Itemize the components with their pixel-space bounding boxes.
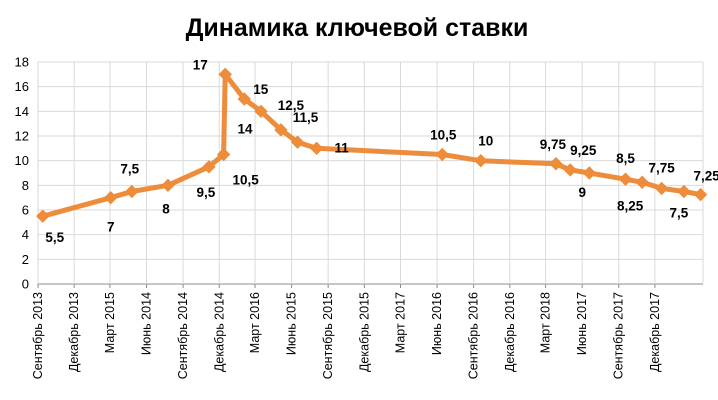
data-label: 11,5	[293, 110, 319, 125]
y-tick-label: 0	[22, 277, 29, 292]
data-label: 5,5	[45, 230, 64, 245]
data-point-marker	[618, 172, 633, 186]
y-tick-label: 14	[15, 104, 29, 119]
data-point-marker	[237, 92, 252, 106]
data-label: 8	[162, 201, 170, 216]
y-tick-label: 10	[15, 153, 29, 168]
data-point-marker	[202, 160, 216, 174]
y-tick-label: 6	[22, 203, 29, 218]
data-point-marker	[218, 67, 232, 82]
data-label: 7	[107, 220, 115, 235]
series-line	[40, 71, 704, 219]
y-tick-label: 16	[15, 79, 29, 94]
data-point-marker	[654, 181, 669, 196]
data-labels: 5,5 7 7,5 8 9,5 10,5 17 15 14 12,511,5 11 10,5 10 9,7…	[45, 57, 718, 245]
x-tick-label: Сентябрь 2014	[176, 292, 190, 379]
data-label: 8,5	[616, 151, 635, 166]
data-point-marker	[274, 123, 288, 137]
x-tick-label: Март 2016	[248, 292, 262, 353]
data-label: 7,5	[120, 162, 139, 177]
x-tick-label: Март 2018	[539, 292, 553, 353]
data-point-marker	[435, 147, 449, 162]
data-label: 7,75	[649, 160, 676, 175]
data-point-marker	[693, 187, 708, 202]
data-point-marker	[582, 166, 597, 180]
gridlines	[37, 61, 704, 288]
x-tick-label: Июнь 2016	[430, 292, 444, 355]
data-point-marker	[635, 175, 649, 189]
y-tick-label: 4	[22, 227, 29, 242]
x-tick-label: Сентябрь 2015	[321, 292, 335, 379]
data-point-marker	[309, 141, 324, 156]
series-markers	[36, 67, 708, 223]
x-tick-label: Сентябрь 2016	[467, 292, 481, 379]
y-tick-label: 2	[22, 252, 29, 267]
x-tick-label: Июнь 2015	[285, 292, 299, 355]
data-label: 10,5	[430, 128, 457, 143]
data-label: 14	[237, 121, 253, 136]
data-label: 7,25	[693, 169, 718, 184]
y-tick-label: 12	[15, 129, 29, 144]
data-point-marker	[549, 157, 563, 171]
x-tick-label: Декабрь 2015	[357, 292, 371, 372]
data-label: 7,5	[670, 206, 689, 221]
y-axis-ticks: 0 2 4 6 8 10 12 14 16 18	[15, 55, 29, 292]
data-point-marker	[474, 153, 488, 168]
data-label: 11	[334, 140, 349, 155]
x-tick-label: Сентябрь 2017	[612, 292, 626, 379]
data-label: 10,5	[232, 173, 259, 188]
data-label: 9,5	[197, 185, 216, 200]
data-label: 15	[253, 82, 269, 97]
data-point-marker	[125, 184, 139, 199]
data-point-marker	[216, 147, 231, 162]
data-point-marker	[36, 209, 50, 223]
data-label: 8,25	[617, 198, 644, 213]
chart-title: Динамика ключевой ставки	[186, 14, 529, 42]
x-tick-label: Декабрь 2016	[503, 292, 517, 372]
data-label: 9,25	[570, 143, 597, 158]
data-label: 9	[579, 185, 587, 200]
x-tick-label: Сентябрь 2013	[31, 292, 45, 379]
x-tick-label: Декабрь 2013	[67, 292, 81, 372]
data-point-marker	[290, 135, 305, 149]
data-label: 9,75	[540, 137, 567, 152]
data-point-marker	[104, 190, 118, 205]
series-polyline	[40, 71, 704, 219]
x-tick-label: Декабрь 2014	[212, 292, 226, 372]
data-point-marker	[254, 104, 268, 119]
y-tick-label: 8	[22, 178, 29, 193]
data-point-marker	[563, 163, 577, 177]
x-tick-label: Июнь 2014	[140, 292, 154, 355]
data-point-marker	[161, 178, 175, 193]
data-label: 10	[478, 134, 493, 149]
y-tick-label: 18	[15, 55, 29, 70]
x-tick-label: Июнь 2017	[575, 292, 589, 355]
x-tick-label: Декабрь 2017	[648, 292, 662, 372]
data-label: 12,5	[278, 98, 305, 113]
x-tick-label: Март 2017	[394, 292, 408, 353]
data-point-marker	[677, 184, 691, 199]
data-label: 17	[193, 57, 208, 72]
x-tick-label: Март 2015	[103, 292, 117, 353]
